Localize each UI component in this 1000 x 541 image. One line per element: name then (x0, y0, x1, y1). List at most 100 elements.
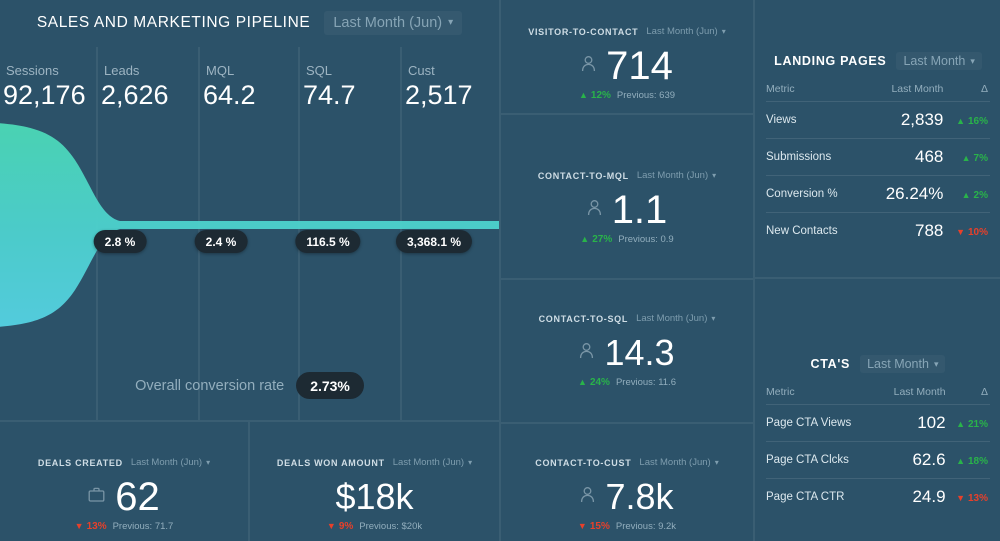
funnel-stage-sessions: Sessions 92,176 (0, 47, 96, 420)
row-metric: Page CTA CTR (766, 491, 845, 503)
pipeline-date-range-selector[interactable]: Last Month (Jun) ▾ (324, 11, 463, 35)
divider-center-2 (501, 278, 753, 280)
triangle-down-icon: ▼ (956, 493, 965, 503)
kpi-delta: ▼ 13% (75, 521, 107, 532)
triangle-up-icon: ▲ (961, 153, 971, 163)
page-title: SALES AND MARKETING PIPELINE (36, 14, 311, 31)
kpi-card-deals-won-amount[interactable]: DEALS WON AMOUNT Last Month (Jun) ▾ $18k ▼ 9%… (250, 457, 499, 541)
kpi-card-contact-to-sql[interactable]: CONTACT-TO-SQL Last Month (Jun) ▾ 14.3 ▲ 24% P… (501, 313, 753, 398)
divider-center-right (753, 0, 755, 541)
kpi-value: 714 (606, 44, 673, 88)
table-header: CTA'S Last Month ▾ (766, 355, 990, 373)
table-row[interactable]: Views 2,839 ▲ 16% (766, 101, 990, 139)
row-delta: ▲ 7% (943, 139, 990, 176)
kpi-date-range-label: Last Month (Jun) (639, 457, 711, 468)
row-delta-value: 2% (973, 190, 988, 201)
overall-conversion-label: Overall conversion rate (135, 377, 285, 394)
kpi-delta-value: 15% (589, 521, 610, 532)
kpi-header: CONTACT-TO-MQL Last Month (Jun) ▾ (501, 170, 753, 181)
conversion-badge-2: 2.4 % (194, 230, 248, 253)
kpi-date-range-selector[interactable]: Last Month (Jun) ▾ (639, 457, 718, 468)
kpi-date-range-selector[interactable]: Last Month (Jun) ▾ (131, 457, 210, 468)
contact-icon (580, 486, 595, 508)
kpi-main: 714 (501, 42, 753, 90)
table-row[interactable]: Page CTA Clcks 62.6 ▲ 18% (766, 441, 990, 479)
kpi-footer: ▼ 9% Previous: $20k (250, 521, 499, 532)
row-delta: ▼ 10% (943, 213, 990, 250)
conversion-badge-1: 2.8 % (93, 230, 147, 253)
table-date-range-selector[interactable]: Last Month ▾ (860, 355, 946, 373)
triangle-up-icon: ▲ (961, 190, 971, 200)
kpi-card-contact-to-mql[interactable]: CONTACT-TO-MQL Last Month (Jun) ▾ 1.1 ▲ 27% Pr… (501, 170, 753, 255)
divider-center-1 (501, 113, 753, 115)
kpi-footer: ▲ 27% Previous: 0.9 (501, 234, 753, 245)
kpi-delta: ▲ 24% (578, 377, 610, 388)
row-metric: Page CTA Clcks (766, 454, 849, 466)
row-value: 24.9 (912, 487, 946, 506)
col-header-metric: Metric (766, 386, 795, 398)
pipeline-date-range-label: Last Month (Jun) (333, 15, 443, 31)
divider-center-3 (501, 422, 753, 424)
funnel-stage-label: Sessions (6, 63, 59, 78)
chevron-down-icon: ▾ (970, 55, 975, 66)
row-delta: ▲ 16% (943, 102, 990, 139)
table-row[interactable]: New Contacts 788 ▼ 10% (766, 212, 990, 250)
kpi-card-contact-to-cust[interactable]: CONTACT-TO-CUST Last Month (Jun) ▾ 7.8k ▼ 15%… (501, 457, 753, 541)
table-date-range-label: Last Month (867, 357, 929, 371)
kpi-previous: Previous: 71.7 (112, 521, 174, 532)
kpi-previous: Previous: 9.2k (615, 521, 677, 532)
kpi-header: VISITOR-TO-CONTACT Last Month (Jun) ▾ (501, 26, 753, 37)
row-metric: Views (766, 114, 797, 126)
kpi-date-range-selector[interactable]: Last Month (Jun) ▾ (637, 170, 716, 181)
triangle-down-icon: ▼ (956, 227, 965, 237)
row-delta: ▲ 21% (946, 405, 990, 442)
row-value: 468 (915, 147, 944, 166)
triangle-down-icon: ▼ (577, 521, 587, 531)
triangle-up-icon: ▲ (578, 377, 587, 387)
kpi-date-range-selector[interactable]: Last Month (Jun) ▾ (393, 457, 472, 468)
row-metric: New Contacts (766, 225, 838, 237)
kpi-date-range-label: Last Month (Jun) (130, 457, 203, 468)
table-row[interactable]: Submissions 468 ▲ 7% (766, 138, 990, 176)
kpi-title: DEALS CREATED (37, 457, 123, 468)
table-title: CTA'S (810, 357, 851, 371)
triangle-up-icon: ▲ (956, 116, 965, 126)
row-value: 102 (917, 413, 946, 432)
kpi-date-range-selector[interactable]: Last Month (Jun) ▾ (646, 26, 725, 37)
kpi-card-visitor-to-contact[interactable]: VISITOR-TO-CONTACT Last Month (Jun) ▾ 714 ▲ 1… (501, 26, 753, 111)
row-delta-value: 10% (967, 227, 988, 238)
row-delta-value: 13% (967, 493, 988, 504)
divider-funnel-bottom (0, 420, 499, 422)
conversion-badge-4: 3,368.1 % (395, 230, 473, 253)
table-row[interactable]: Page CTA Views 102 ▲ 21% (766, 404, 990, 442)
kpi-previous: Previous: $20k (359, 521, 423, 532)
kpi-main: 1.1 (501, 186, 753, 234)
row-delta-value: 7% (973, 153, 988, 164)
kpi-header: CONTACT-TO-CUST Last Month (Jun) ▾ (501, 457, 753, 468)
col-header-metric: Metric (766, 83, 795, 95)
kpi-title: CONTACT-TO-CUST (535, 457, 632, 468)
chevron-down-icon: ▾ (714, 458, 719, 467)
kpi-delta-value: 9% (338, 521, 354, 532)
row-value: 62.6 (912, 450, 946, 469)
col-header-delta: Δ (980, 386, 988, 398)
kpi-card-deals-created[interactable]: DEALS CREATED Last Month (Jun) ▾ 62 ▼ 13% Prev… (0, 457, 248, 541)
kpi-header: DEALS CREATED Last Month (Jun) ▾ (0, 457, 248, 468)
landing-pages-panel: LANDING PAGES Last Month ▾ Metric Last Month… (766, 52, 990, 240)
kpi-main: 7.8k (501, 473, 753, 521)
divider-right-1 (755, 277, 1000, 279)
chevron-down-icon: ▾ (933, 358, 939, 369)
kpi-date-range-selector[interactable]: Last Month (Jun) ▾ (636, 313, 715, 324)
funnel-stage-label: Leads (104, 63, 140, 78)
kpi-value: $18k (335, 476, 414, 517)
row-value: 2,839 (900, 110, 944, 129)
funnel-chart (0, 123, 499, 327)
contact-icon (581, 55, 596, 77)
contact-icon (579, 342, 594, 364)
overall-conversion-value: 2.73% (296, 372, 364, 399)
contact-icon (587, 199, 602, 221)
table-date-range-selector[interactable]: Last Month ▾ (896, 52, 982, 70)
table-row[interactable]: Conversion % 26.24% ▲ 2% (766, 175, 990, 213)
divider-bottom-left (248, 422, 250, 541)
table-row[interactable]: Page CTA CTR 24.9 ▼ 13% (766, 478, 990, 516)
